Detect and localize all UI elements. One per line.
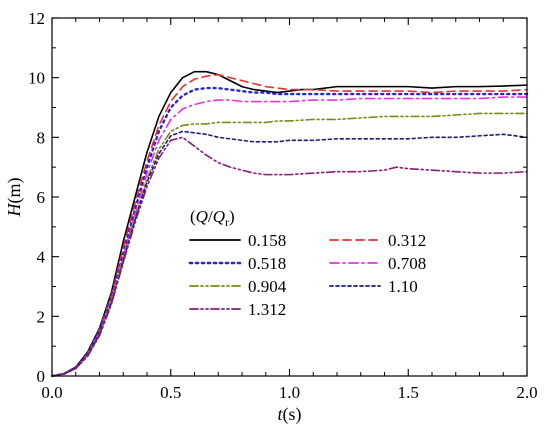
x-axis-label: t(s) bbox=[277, 404, 301, 425]
y-tick-label: 4 bbox=[37, 248, 46, 267]
legend-title-slash: / bbox=[208, 207, 213, 226]
series-line-0-708 bbox=[51, 96, 528, 377]
series-line-1-312 bbox=[51, 136, 528, 377]
legend-label-0-312: 0.312 bbox=[388, 231, 426, 250]
y-axis-label: H(m) bbox=[4, 178, 25, 218]
x-axis-label-unit: (s) bbox=[283, 404, 302, 425]
legend-title: (Q/Qr) bbox=[190, 207, 235, 229]
x-tick-label: 2.0 bbox=[516, 383, 537, 402]
series-layer bbox=[50, 70, 529, 378]
legend-label-0-708: 0.708 bbox=[388, 254, 426, 273]
legend-label-1-312: 1.312 bbox=[248, 300, 286, 319]
legend-title-open: ( bbox=[190, 207, 196, 226]
series-line-1-10 bbox=[51, 130, 528, 377]
y-tick-label: 6 bbox=[37, 188, 46, 207]
x-tick-label: 1.0 bbox=[279, 383, 300, 402]
x-axis-label-main: t bbox=[277, 404, 283, 424]
y-tick-label: 10 bbox=[28, 69, 45, 88]
legend-title-qr: Q bbox=[213, 207, 225, 226]
legend-label-0-904: 0.904 bbox=[248, 277, 287, 296]
y-tick-label: 2 bbox=[37, 307, 46, 326]
x-tick-label: 0.0 bbox=[41, 383, 62, 402]
legend-label-1-10: 1.10 bbox=[388, 277, 418, 296]
legend-title-subscript: r bbox=[225, 215, 229, 229]
legend-label-0-158: 0.158 bbox=[248, 231, 286, 250]
legend-title-close: ) bbox=[229, 207, 235, 226]
tick-layer: 0.0 0.5 1.0 1.5 2.0 0 2 4 6 8 10 12 bbox=[28, 9, 538, 402]
x-tick-label: 0.5 bbox=[160, 383, 181, 402]
y-tick-label: 8 bbox=[37, 128, 46, 147]
legend-title-q: Q bbox=[196, 207, 208, 226]
y-axis-label-unit: (m) bbox=[4, 178, 25, 204]
legend-entries: 0.158 0.312 0.518 0.708 0.904 1.10 1.312 bbox=[188, 231, 426, 319]
y-tick-label: 0 bbox=[37, 367, 46, 386]
y-axis-label-main: H bbox=[4, 203, 24, 218]
legend-label-0-518: 0.518 bbox=[248, 254, 286, 273]
series-line-0-158 bbox=[51, 70, 528, 377]
x-tick-label: 1.5 bbox=[398, 383, 419, 402]
y-tick-label: 12 bbox=[28, 9, 45, 28]
